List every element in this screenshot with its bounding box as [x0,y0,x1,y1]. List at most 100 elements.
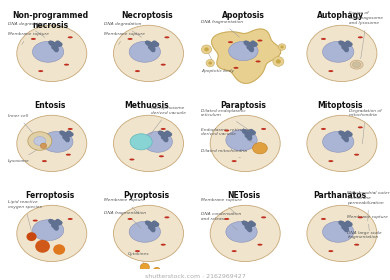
Ellipse shape [135,250,140,252]
Text: Ferroptosis: Ferroptosis [25,191,74,200]
Ellipse shape [68,218,73,220]
Ellipse shape [129,221,160,242]
Ellipse shape [358,126,363,128]
Ellipse shape [354,244,359,246]
Ellipse shape [321,38,326,40]
Ellipse shape [164,216,169,218]
Text: DNA fragmentation: DNA fragmentation [104,211,146,228]
Ellipse shape [68,128,73,130]
Text: Membrane rupture: Membrane rupture [7,32,49,45]
Polygon shape [212,29,281,83]
Ellipse shape [129,158,135,160]
Circle shape [204,47,209,51]
Text: shutterstock.com · 2162969427: shutterstock.com · 2162969427 [145,274,245,279]
Ellipse shape [307,25,377,81]
Ellipse shape [143,131,172,152]
Text: Endoplasmic reticulum
derived vacuole: Endoplasmic reticulum derived vacuole [201,128,257,144]
Ellipse shape [321,128,326,130]
Ellipse shape [164,36,169,38]
Ellipse shape [228,41,233,43]
Ellipse shape [354,64,359,66]
Ellipse shape [210,115,280,172]
Ellipse shape [210,205,280,262]
Text: Membrane rupture: Membrane rupture [201,199,242,214]
Polygon shape [339,221,352,232]
Ellipse shape [42,160,47,162]
Circle shape [153,267,160,274]
Text: Dilated mitochondria: Dilated mitochondria [201,150,247,158]
Circle shape [208,61,212,65]
Text: Macropinosome
derived vacuole: Macropinosome derived vacuole [150,106,186,135]
Ellipse shape [159,155,164,157]
Ellipse shape [261,128,266,130]
Text: Paraptosis: Paraptosis [220,101,266,110]
Text: Membrane rupture: Membrane rupture [347,214,388,231]
Text: Fusion of
autophagosome
and lysosome: Fusion of autophagosome and lysosome [349,11,385,59]
Ellipse shape [321,218,326,220]
Text: Apoptotic body: Apoptotic body [201,52,234,73]
Ellipse shape [31,38,36,40]
Ellipse shape [128,38,133,40]
Ellipse shape [113,115,183,172]
Ellipse shape [354,154,359,156]
Ellipse shape [328,70,333,72]
Ellipse shape [234,67,239,69]
Text: Cytokines: Cytokines [128,252,150,263]
Text: DNA degradation: DNA degradation [104,22,142,37]
Text: Membrane rupture: Membrane rupture [104,199,145,214]
Polygon shape [339,131,352,142]
Text: NETosis: NETosis [227,191,260,200]
Ellipse shape [226,130,257,151]
Text: Necroptosis: Necroptosis [121,11,172,20]
Ellipse shape [232,160,237,162]
Text: Apoptosis: Apoptosis [222,11,265,20]
Circle shape [53,244,65,255]
Ellipse shape [307,205,377,262]
Ellipse shape [129,41,160,62]
Ellipse shape [224,218,229,220]
Ellipse shape [307,115,377,172]
Ellipse shape [113,205,183,262]
Ellipse shape [17,25,87,81]
Ellipse shape [229,41,258,61]
Circle shape [276,59,281,64]
Polygon shape [145,41,159,52]
Circle shape [40,143,47,149]
Ellipse shape [232,250,237,252]
Ellipse shape [34,137,46,145]
Text: Membrane rupture: Membrane rupture [104,32,145,45]
Polygon shape [242,221,255,232]
Text: Lysosome: Lysosome [7,147,41,163]
Ellipse shape [255,60,261,62]
Ellipse shape [253,143,267,154]
Ellipse shape [328,160,333,162]
Ellipse shape [257,39,262,41]
Ellipse shape [358,36,363,38]
Ellipse shape [33,220,38,221]
Ellipse shape [323,131,354,152]
Text: Pyroptosis: Pyroptosis [124,191,170,200]
Text: Mitoptosis: Mitoptosis [317,101,363,110]
Circle shape [280,46,284,48]
Ellipse shape [42,131,73,152]
Ellipse shape [323,221,354,242]
Text: DNA degradation: DNA degradation [7,22,45,37]
Ellipse shape [32,220,64,241]
Text: Methuosis: Methuosis [124,101,169,110]
Polygon shape [244,41,257,52]
Ellipse shape [28,132,52,150]
Circle shape [202,45,212,54]
Ellipse shape [68,36,73,38]
Text: Dilated endoplasmic
reticulum: Dilated endoplasmic reticulum [201,109,248,129]
Ellipse shape [161,64,166,66]
Polygon shape [49,41,62,52]
Ellipse shape [358,216,363,218]
Ellipse shape [224,130,229,132]
Polygon shape [242,129,255,140]
Text: DNA large scale
fragmentation: DNA large scale fragmentation [347,231,382,246]
Ellipse shape [226,221,257,242]
Text: Mitochondrial outer
membrane
permeabilization: Mitochondrial outer membrane permeabiliz… [347,192,390,221]
Text: Inner cell: Inner cell [7,114,32,132]
Circle shape [206,59,215,67]
Polygon shape [60,131,73,142]
